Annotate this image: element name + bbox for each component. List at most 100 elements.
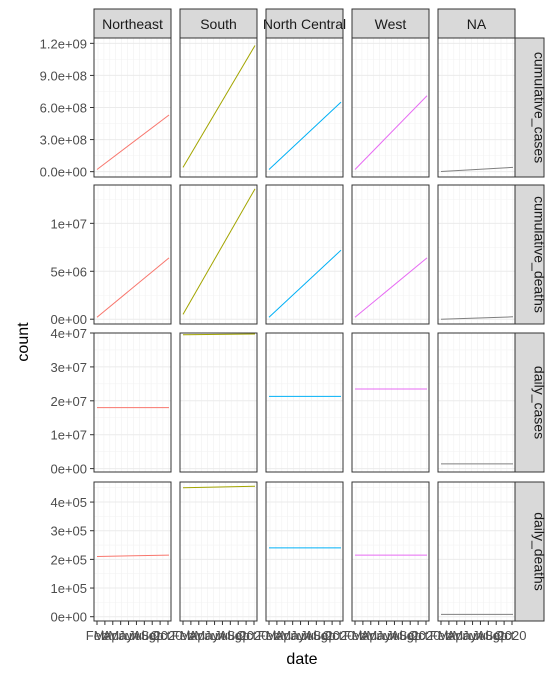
x-tick-label: Oct <box>494 628 515 643</box>
panel-border <box>351 184 430 325</box>
y-tick-label: 3.0e+08 <box>40 133 87 148</box>
x-tick-label: 2020 <box>412 628 441 643</box>
x-tick-label: May <box>280 628 305 643</box>
y-tick-label: 9.0e+08 <box>40 68 87 83</box>
panel-cumulative-deaths-north-central <box>265 184 344 325</box>
x-tick-label: 2020 <box>326 628 355 643</box>
x-tick-label: 2020 <box>154 628 183 643</box>
x-tick-label: 2020 <box>240 628 269 643</box>
panel-background <box>266 482 343 621</box>
y-tick-label: 5e+06 <box>50 264 87 279</box>
x-tick-label: Mar <box>438 628 461 643</box>
facet-strip-background <box>93 8 172 39</box>
x-tick-label: Jul <box>214 628 231 643</box>
x-tick-label: Sep <box>485 628 508 643</box>
panel-border <box>437 481 516 622</box>
panel-daily-deaths-northeast <box>93 481 172 622</box>
x-axis-title: date <box>286 651 317 668</box>
series-line-west <box>354 257 428 318</box>
series-line-south <box>182 188 256 315</box>
series-line-northeast <box>96 114 170 170</box>
panel-border <box>265 481 344 622</box>
x-tick-label: Mar <box>180 628 203 643</box>
series-line-north-central <box>268 249 342 318</box>
y-tick-label: 3e+05 <box>50 524 87 539</box>
facet-strip-south: South <box>179 8 258 39</box>
panel-background <box>94 333 171 472</box>
facet-strip-background <box>179 8 258 39</box>
panel-border <box>93 481 172 622</box>
x-tick-label: Aug <box>305 628 328 643</box>
y-tick-label: 1e+07 <box>50 216 87 231</box>
facet-strip-background <box>351 8 430 39</box>
x-tick-label: Mar <box>352 628 375 643</box>
x-tick-label: Mar <box>266 628 289 643</box>
panel-cumulative-cases-west <box>351 37 430 178</box>
series-line-na <box>440 316 514 320</box>
series-line-northeast <box>96 257 170 318</box>
x-tick-label: Aug <box>477 628 500 643</box>
x-tick-label: Apr <box>275 628 296 643</box>
x-tick-label: Jul <box>472 628 489 643</box>
panel-daily-deaths-na <box>437 481 516 622</box>
panel-daily-cases-northeast <box>93 332 172 473</box>
x-tick-label: Apr <box>103 628 124 643</box>
panel-cumulative-cases-na <box>437 37 516 178</box>
x-tick-label: Aug <box>133 628 156 643</box>
x-tick-label: Oct <box>322 628 343 643</box>
x-tick-label: Mar <box>94 628 117 643</box>
facet-strip-west: West <box>351 8 430 39</box>
x-tick-label: Feb <box>258 628 280 643</box>
panel-cumulative-cases-north-central <box>265 37 344 178</box>
panel-border <box>179 332 258 473</box>
facet-strip-north-central: North Central <box>263 8 346 39</box>
x-tick-label: Sep <box>399 628 422 643</box>
y-tick-label: 0.0e+00 <box>40 165 87 180</box>
x-tick-label: Feb <box>344 628 366 643</box>
facet-strip-label: NA <box>467 16 487 32</box>
panel-daily-cases-north-central <box>265 332 344 473</box>
y-axis-title: count <box>15 322 32 362</box>
y-tick-label: 1e+07 <box>50 428 87 443</box>
panel-background <box>352 482 429 621</box>
panel-border <box>437 184 516 325</box>
x-tick-label: Apr <box>189 628 210 643</box>
y-tick-label: 1.2e+09 <box>40 36 87 51</box>
facet-strip-cumulative-cases: cumulative_cases <box>514 37 548 178</box>
x-tick-label: Jul <box>128 628 145 643</box>
panel-background <box>352 333 429 472</box>
facet-strip-daily-cases: daily_cases <box>514 332 548 473</box>
y-tick-label: 4e+05 <box>50 495 87 510</box>
facet-strip-background <box>514 332 545 473</box>
x-tick-label: Apr <box>447 628 468 643</box>
series-line-south <box>182 45 256 168</box>
panel-border <box>179 37 258 178</box>
panel-border <box>265 332 344 473</box>
x-tick-label: May <box>366 628 391 643</box>
facet-strip-label: daily_deaths <box>532 512 548 591</box>
panel-border <box>351 481 430 622</box>
x-tick-label: Feb <box>172 628 194 643</box>
panel-background <box>94 482 171 621</box>
panel-border <box>93 184 172 325</box>
x-tick-label: Jun <box>290 628 311 643</box>
x-tick-label: Sep <box>141 628 164 643</box>
panel-border <box>437 37 516 178</box>
panel-background <box>180 482 257 621</box>
facet-strip-cumulative-deaths: cumulative_deaths <box>514 184 548 325</box>
panel-background <box>438 185 515 324</box>
facet-strip-label: North Central <box>263 16 346 32</box>
panel-cumulative-deaths-northeast <box>93 184 172 325</box>
series-line-west <box>354 95 428 170</box>
panel-border <box>265 37 344 178</box>
x-tick-label: Jun <box>376 628 397 643</box>
x-tick-label: Oct <box>236 628 257 643</box>
panel-background <box>352 185 429 324</box>
panel-daily-cases-south <box>179 332 258 473</box>
x-tick-label: Feb <box>430 628 452 643</box>
x-tick-label: 2020 <box>498 628 527 643</box>
